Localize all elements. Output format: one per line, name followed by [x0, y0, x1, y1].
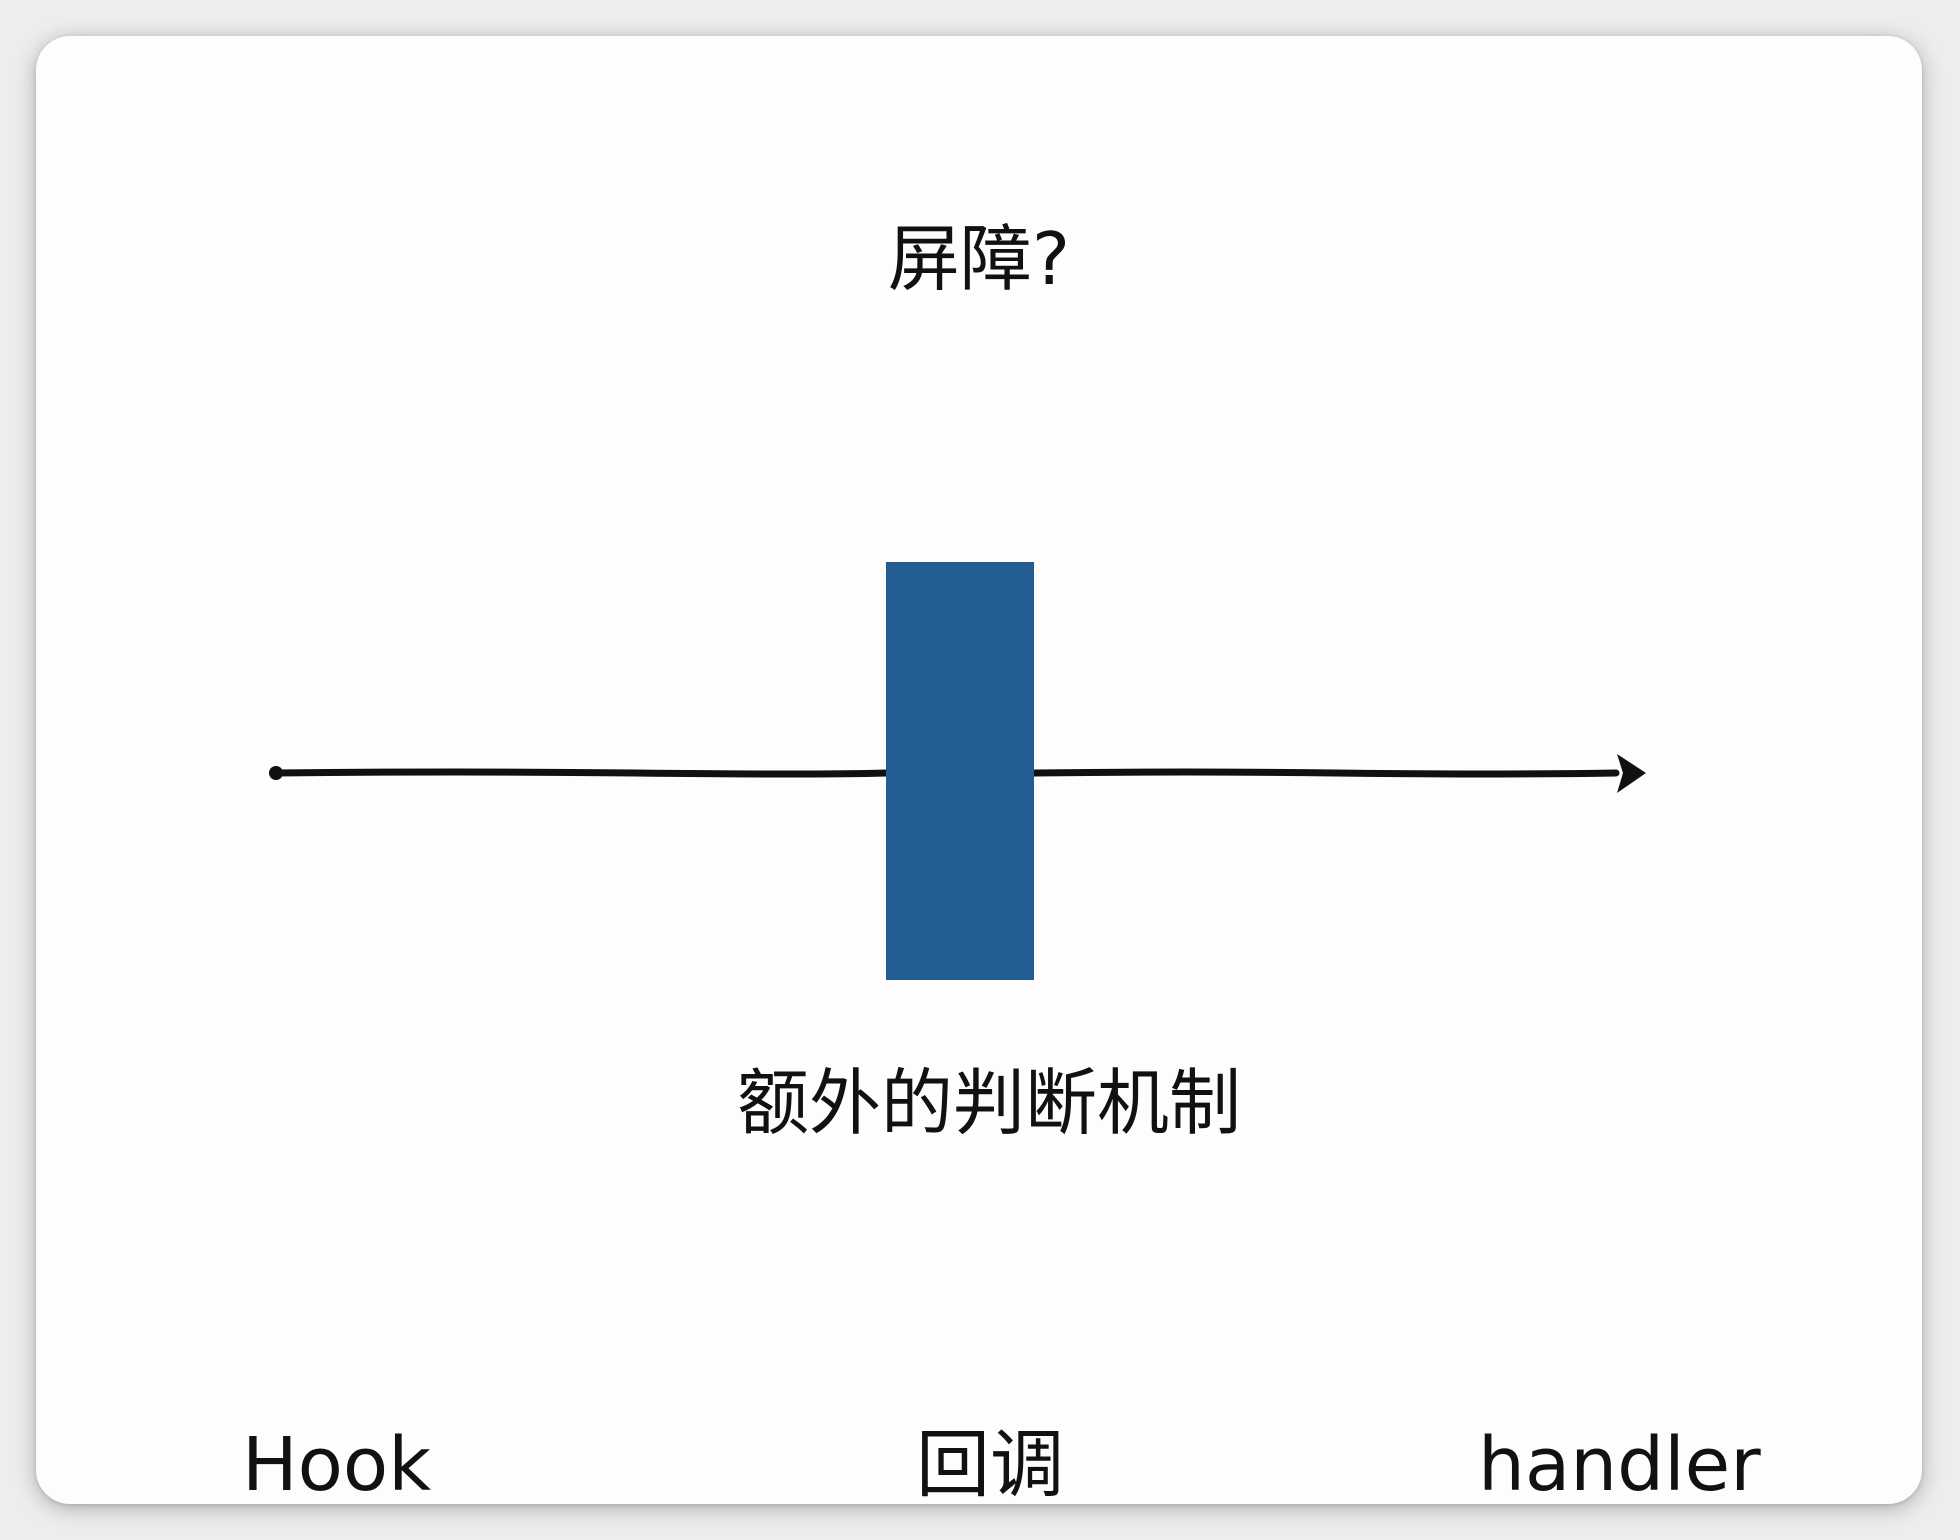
- handler-label: handler: [1478, 1422, 1761, 1504]
- callback-label: 回调: [916, 1422, 1064, 1504]
- flow-start-dot: [269, 766, 283, 780]
- slide: 屏障? 额外的判断机制 Hook 回调 handler: [36, 36, 1922, 1504]
- flow-line-right: [1030, 768, 1620, 778]
- barrier-block: [886, 562, 1034, 980]
- arrowhead-icon: [1617, 754, 1646, 793]
- hook-label: Hook: [242, 1422, 432, 1504]
- barrier-label: 额外的判断机制: [736, 1061, 1241, 1145]
- flow-line-left: [272, 768, 890, 778]
- slide-title: 屏障?: [887, 217, 1071, 301]
- diagram-canvas: [269, 562, 1646, 980]
